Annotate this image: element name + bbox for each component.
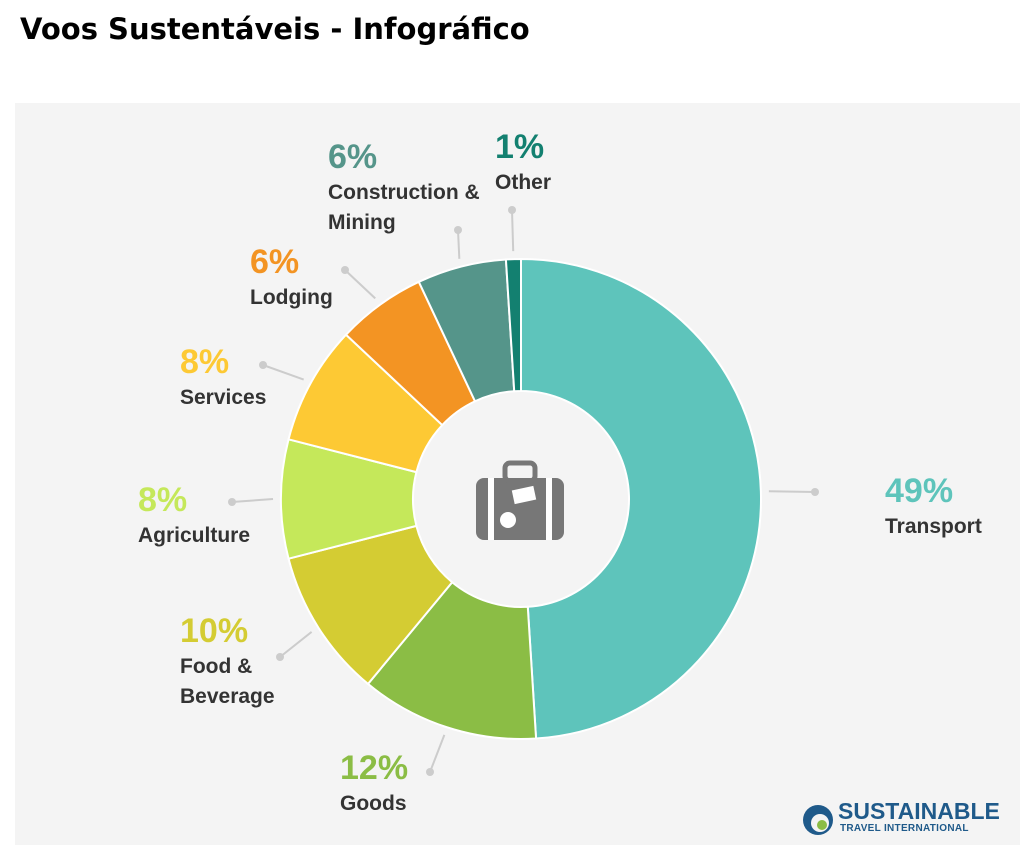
leader-dot [811, 488, 819, 496]
slice-percent: 12% [340, 749, 409, 787]
suitcase-icon [476, 460, 564, 540]
leader-line [768, 490, 816, 493]
slice-percent: 10% [180, 612, 249, 650]
slice-percent: 6% [250, 243, 300, 281]
slice-name: Transport [885, 515, 982, 538]
logo-icon [803, 805, 833, 835]
donut-slice [520, 257, 762, 740]
leader-dot [426, 768, 434, 776]
slice-name: Goods [340, 792, 407, 815]
leader-dot [454, 226, 462, 234]
leader-dot [259, 361, 267, 369]
leader-line [511, 209, 515, 252]
slice-percent: 8% [180, 343, 230, 381]
leader-dot [341, 266, 349, 274]
logo-name: SUSTAINABLE [838, 798, 1000, 824]
donut-slice [504, 257, 522, 393]
slice-name: Other [495, 171, 552, 194]
slice-percent: 8% [138, 481, 188, 519]
leader-line [262, 364, 305, 381]
slice-percent: 6% [328, 138, 378, 176]
logo-subtitle: TRAVEL INTERNATIONAL [840, 823, 969, 834]
leader-line [429, 734, 446, 773]
leader-line [344, 269, 376, 300]
slice-name: Lodging [250, 286, 333, 309]
slice-name: Agriculture [138, 524, 251, 547]
leader-line [279, 631, 313, 658]
leader-dot [276, 653, 284, 661]
slice-name: Services [180, 386, 267, 409]
slice-percent: 49% [885, 472, 954, 510]
leader-dot [228, 498, 236, 506]
slice-percent: 1% [495, 128, 545, 166]
page-title: Voos Sustentáveis - Infográfico [20, 12, 530, 46]
donut-slice [366, 580, 538, 740]
leader-line [231, 498, 274, 503]
slice-name: Construction & Mining [328, 181, 480, 234]
leader-line [457, 229, 461, 259]
slice-name: Food & Beverage [180, 655, 275, 708]
leader-dot [508, 206, 516, 214]
